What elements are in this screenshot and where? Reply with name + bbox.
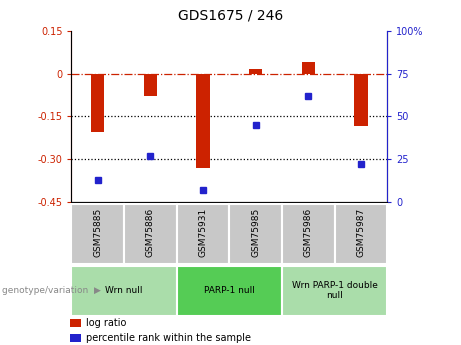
- Text: GSM75987: GSM75987: [356, 208, 366, 257]
- Bar: [249, 69, 262, 74]
- Bar: [282, 266, 387, 316]
- Bar: [335, 204, 387, 264]
- Text: GSM75885: GSM75885: [93, 208, 102, 257]
- Bar: [196, 74, 210, 168]
- Bar: [71, 266, 177, 316]
- Text: GSM75986: GSM75986: [304, 208, 313, 257]
- Bar: [355, 74, 367, 126]
- Bar: [144, 74, 157, 96]
- Text: Wrn null: Wrn null: [105, 286, 143, 295]
- Bar: [301, 62, 315, 74]
- Text: GSM75985: GSM75985: [251, 208, 260, 257]
- Bar: [70, 319, 82, 327]
- Bar: [91, 74, 104, 132]
- Bar: [177, 266, 282, 316]
- Text: GDS1675 / 246: GDS1675 / 246: [178, 9, 283, 23]
- Bar: [71, 204, 124, 264]
- Text: PARP-1 null: PARP-1 null: [204, 286, 255, 295]
- Bar: [70, 334, 82, 343]
- Text: GSM75886: GSM75886: [146, 208, 155, 257]
- Bar: [282, 204, 335, 264]
- Text: log ratio: log ratio: [86, 318, 126, 328]
- Text: genotype/variation  ▶: genotype/variation ▶: [2, 286, 101, 295]
- Text: Wrn PARP-1 double
null: Wrn PARP-1 double null: [292, 281, 378, 300]
- Text: percentile rank within the sample: percentile rank within the sample: [86, 333, 251, 343]
- Bar: [229, 204, 282, 264]
- Bar: [124, 204, 177, 264]
- Bar: [177, 204, 229, 264]
- Text: GSM75931: GSM75931: [199, 208, 207, 257]
